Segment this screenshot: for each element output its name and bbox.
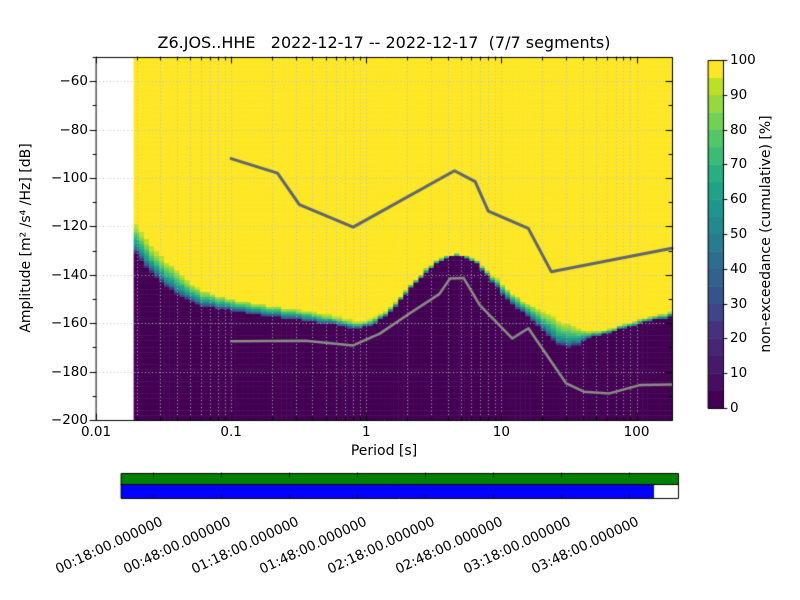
x-tick-label: 100 [623, 424, 650, 440]
colorbar-tick-label: 50 [730, 226, 748, 242]
y-tick-label: −140 [50, 266, 88, 283]
colorbar-tick-label: 90 [730, 86, 748, 103]
colorbar-label: non-exceedance (cumulative) [%] [758, 115, 774, 353]
y-tick-label: −120 [50, 218, 88, 235]
colorbar-tick-label: 0 [730, 400, 739, 416]
y-tick-label: −100 [50, 170, 88, 186]
colorbar-tick-label: 30 [730, 295, 748, 312]
y-tick-label: −200 [50, 412, 88, 428]
colorbar-tick-label: 60 [730, 191, 748, 208]
y-tick-label: −60 [59, 73, 89, 90]
x-axis-label: Period [s] [350, 443, 418, 459]
y-tick-label: −160 [50, 315, 88, 332]
x-tick-label: 10 [492, 424, 510, 440]
y-tick-label: −180 [50, 363, 88, 380]
colorbar-tick-label: 100 [730, 52, 756, 68]
y-tick-label: −80 [59, 121, 89, 138]
colorbar-tick-label: 70 [730, 156, 748, 173]
y-axis-label: Amplitude [m² /s⁴ /Hz] [dB] [18, 143, 34, 333]
chart-title: Z6.JOS..HHE 2022-12-17 -- 2022-12-17 (7/… [157, 33, 611, 52]
x-tick-label: 1 [361, 424, 371, 440]
colorbar-tick-label: 10 [730, 365, 748, 382]
x-tick-label: 0.01 [80, 424, 112, 440]
colorbar-tick-label: 80 [730, 121, 748, 138]
colorbar-tick-label: 20 [730, 330, 748, 347]
colorbar-tick-label: 40 [730, 260, 748, 277]
x-tick-label: 0.1 [220, 424, 242, 440]
